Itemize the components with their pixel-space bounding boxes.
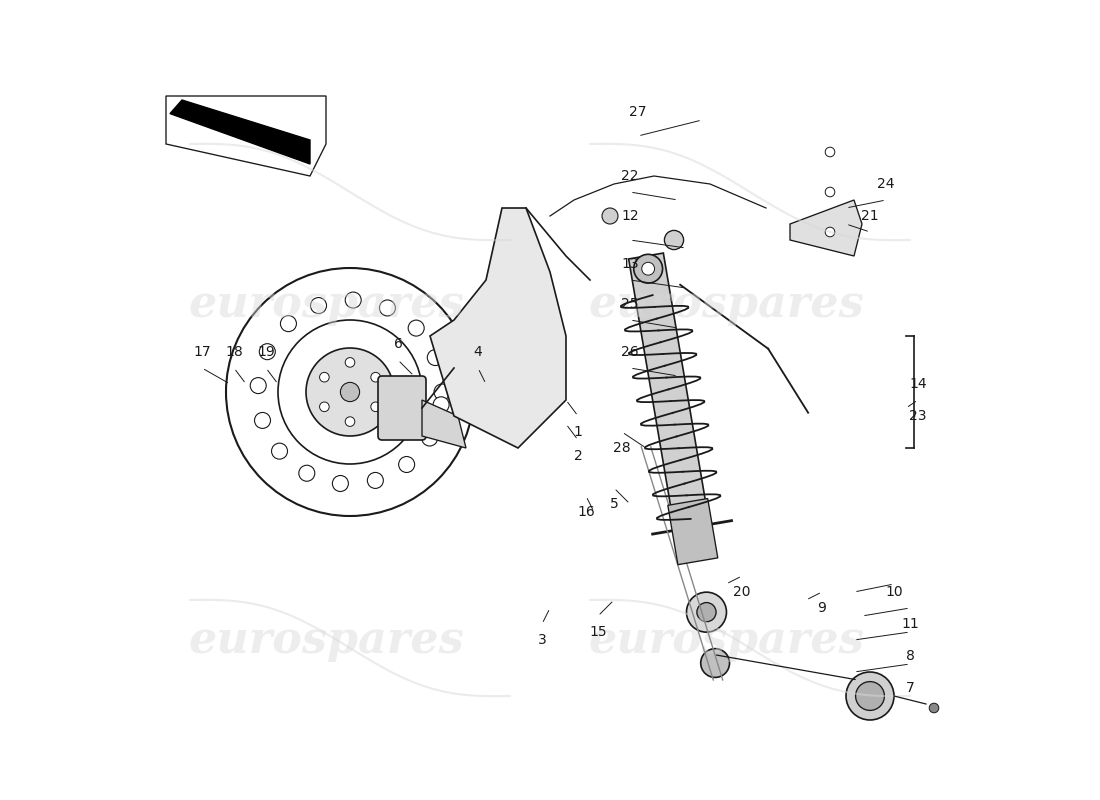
Text: eurospares: eurospares <box>188 282 464 326</box>
Text: 9: 9 <box>817 601 826 615</box>
Text: 28: 28 <box>613 441 630 455</box>
Circle shape <box>280 316 296 332</box>
Text: 26: 26 <box>621 345 639 359</box>
Text: 19: 19 <box>257 345 275 359</box>
Circle shape <box>427 350 443 366</box>
Text: 18: 18 <box>226 345 243 359</box>
Circle shape <box>260 344 275 360</box>
Circle shape <box>250 378 266 394</box>
Circle shape <box>697 602 716 622</box>
Polygon shape <box>170 100 310 164</box>
Text: 24: 24 <box>878 177 894 191</box>
Circle shape <box>825 227 835 237</box>
Polygon shape <box>790 200 862 256</box>
Circle shape <box>602 208 618 224</box>
Text: 22: 22 <box>621 169 639 183</box>
Polygon shape <box>628 253 706 514</box>
Text: 21: 21 <box>861 209 879 223</box>
Circle shape <box>345 417 355 426</box>
Circle shape <box>345 292 361 308</box>
Text: 27: 27 <box>629 105 647 119</box>
Circle shape <box>421 430 438 446</box>
Circle shape <box>299 466 315 482</box>
Text: 14: 14 <box>910 377 927 391</box>
Text: 15: 15 <box>590 625 607 639</box>
Circle shape <box>408 320 425 336</box>
Circle shape <box>320 402 329 411</box>
Text: 2: 2 <box>573 449 582 463</box>
Circle shape <box>434 384 450 400</box>
Text: 20: 20 <box>734 585 750 599</box>
FancyBboxPatch shape <box>378 376 426 440</box>
Circle shape <box>332 475 349 491</box>
Circle shape <box>379 300 395 316</box>
Circle shape <box>310 298 327 314</box>
Text: 4: 4 <box>474 345 483 359</box>
Circle shape <box>701 649 729 678</box>
Text: eurospares: eurospares <box>188 618 464 662</box>
Circle shape <box>345 358 355 367</box>
Circle shape <box>825 147 835 157</box>
Circle shape <box>930 703 938 713</box>
Text: 10: 10 <box>886 585 903 599</box>
Text: 23: 23 <box>910 409 926 423</box>
Circle shape <box>433 397 449 413</box>
Text: 8: 8 <box>905 649 914 663</box>
Text: 1: 1 <box>573 425 582 439</box>
Text: eurospares: eurospares <box>588 618 864 662</box>
Polygon shape <box>422 400 466 448</box>
Circle shape <box>340 382 360 402</box>
Text: 3: 3 <box>538 633 547 647</box>
Circle shape <box>320 373 329 382</box>
Circle shape <box>367 473 384 489</box>
Circle shape <box>686 592 726 632</box>
Text: 11: 11 <box>901 617 918 631</box>
Polygon shape <box>430 208 566 448</box>
Text: 25: 25 <box>621 297 639 311</box>
Circle shape <box>306 348 394 436</box>
Text: 6: 6 <box>394 337 403 351</box>
Circle shape <box>272 443 287 459</box>
Circle shape <box>371 402 381 411</box>
Circle shape <box>664 230 683 250</box>
Text: eurospares: eurospares <box>588 282 864 326</box>
Polygon shape <box>668 498 718 565</box>
Text: 16: 16 <box>578 505 595 519</box>
Circle shape <box>634 254 662 283</box>
Text: 7: 7 <box>905 681 914 695</box>
Circle shape <box>398 457 415 473</box>
Text: 17: 17 <box>194 345 211 359</box>
Circle shape <box>846 672 894 720</box>
Text: 13: 13 <box>621 257 639 271</box>
Text: 5: 5 <box>609 497 618 511</box>
Circle shape <box>825 187 835 197</box>
Circle shape <box>254 413 271 429</box>
Circle shape <box>856 682 884 710</box>
Circle shape <box>641 262 654 275</box>
Circle shape <box>371 373 381 382</box>
Text: 12: 12 <box>621 209 639 223</box>
